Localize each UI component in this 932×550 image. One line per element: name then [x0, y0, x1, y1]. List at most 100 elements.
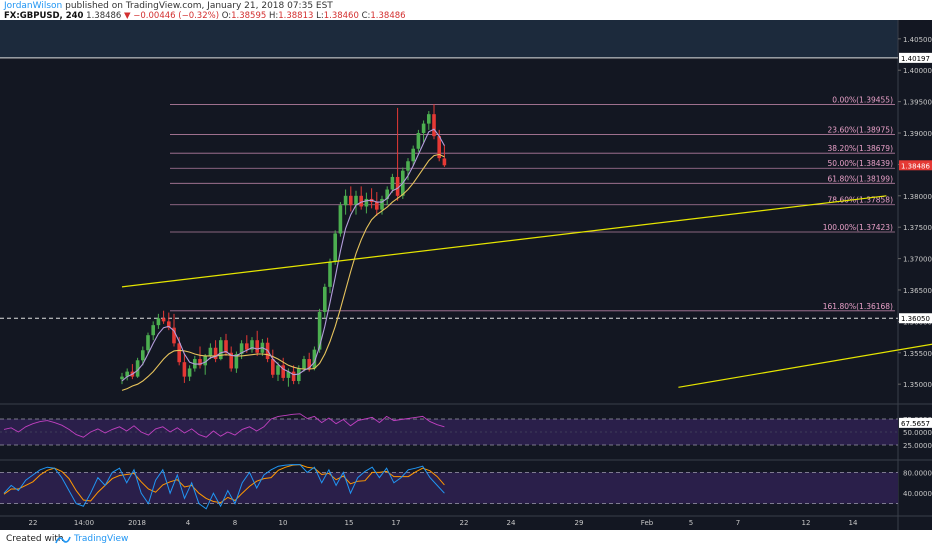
- stoch-d-line: [3, 464, 445, 504]
- candle-body: [177, 343, 181, 363]
- ma-slow-line: [121, 153, 445, 391]
- low-label: L:: [316, 11, 324, 21]
- candle-body: [354, 195, 358, 206]
- time-tick-label: 29: [575, 519, 584, 527]
- candle-body: [297, 368, 301, 382]
- candle-body: [312, 349, 317, 369]
- chart-background: [0, 20, 932, 530]
- rsi-tick-label: 25.0000: [903, 442, 932, 450]
- close-label: C:: [361, 11, 371, 21]
- tradingview-logo-icon: [55, 536, 71, 544]
- tradingview-brand[interactable]: TradingView: [74, 534, 129, 544]
- candle-body: [317, 311, 322, 350]
- down-arrow-icon: ▼: [124, 11, 131, 21]
- candle-body: [286, 371, 291, 378]
- created-with-label: Created with: [6, 534, 64, 544]
- stoch-k-line: [3, 464, 445, 510]
- author-link[interactable]: JordanWilson: [4, 1, 63, 11]
- fib-level-label: 61.80%(1.38199): [828, 174, 894, 183]
- candle-body: [380, 198, 384, 210]
- candle-body: [411, 148, 415, 162]
- fib-level-label: 0.00%(1.39455): [832, 95, 893, 104]
- candle-body: [271, 359, 275, 375]
- rsi-line: [3, 413, 445, 438]
- time-tick-label: 14: [849, 519, 858, 527]
- footer-bar: Created with TradingView: [0, 530, 932, 550]
- high-value: 1.38813: [278, 11, 314, 21]
- time-tick-label: 8: [233, 519, 237, 527]
- stoch-tick-label: 80.0000: [903, 469, 932, 477]
- price-tick-label: 1.35500: [903, 350, 932, 358]
- last-price: 1.38486: [86, 11, 122, 21]
- candle-body: [172, 327, 176, 344]
- candle-body: [427, 114, 431, 124]
- time-tick-label: 5: [689, 519, 693, 527]
- candle-body: [182, 362, 187, 377]
- price-tick-label: 1.40500: [903, 36, 932, 44]
- candle-body: [208, 347, 213, 356]
- candle-body: [239, 343, 244, 355]
- price-axis-badge-text: 1.36050: [901, 315, 930, 323]
- price-tick-label: 1.35000: [903, 381, 932, 389]
- symbol-label: FX:GBPUSD, 240: [4, 11, 84, 21]
- time-tick-label: 15: [345, 519, 354, 527]
- candle-body: [328, 261, 332, 287]
- time-tick-label: 12: [802, 519, 811, 527]
- candle-body: [229, 352, 233, 369]
- candle-body: [146, 335, 150, 351]
- upper-zone-shade: [0, 20, 898, 58]
- candle-body: [323, 286, 327, 312]
- rsi-last-badge: [899, 417, 932, 428]
- open-label: O:: [221, 11, 232, 21]
- candle-body: [135, 360, 140, 377]
- time-tick-label: 4: [186, 519, 191, 527]
- candle-body: [302, 359, 306, 369]
- candle-body: [250, 340, 254, 350]
- price-axis-badge-text: 1.40197: [901, 55, 930, 63]
- fib-level-label: 50.00%(1.38439): [828, 159, 894, 168]
- candle-body: [333, 233, 337, 262]
- candle-body: [219, 340, 223, 360]
- candle-body: [349, 195, 353, 206]
- candle-body: [120, 376, 124, 380]
- price-axis-badge: [899, 313, 932, 324]
- candle-body: [406, 161, 410, 171]
- close-value: 1.38486: [370, 11, 406, 21]
- candle-body: [291, 371, 296, 382]
- candle-body: [167, 321, 171, 328]
- trendline: [678, 343, 932, 388]
- price-tick-label: 1.39000: [903, 130, 932, 138]
- time-tick-label: 10: [279, 519, 288, 527]
- candle-body: [224, 340, 228, 353]
- rsi-band: [0, 419, 898, 445]
- fib-level-label: 100.00%(1.37423): [823, 223, 893, 232]
- candle-body: [151, 325, 155, 336]
- time-tick-label: 22: [460, 519, 469, 527]
- candle-body: [125, 371, 129, 377]
- ohlc-line: FX:GBPUSD, 240 1.38486 ▼ −0.00446 (−0.32…: [4, 11, 406, 21]
- candle-body: [203, 355, 207, 366]
- candle-body: [442, 158, 447, 166]
- open-value: 1.38595: [231, 11, 267, 21]
- stoch-tick-label: 40.0000: [903, 490, 932, 498]
- price-chart[interactable]: 1.405001.400001.395001.390001.385001.380…: [0, 20, 932, 530]
- candle-body: [281, 365, 285, 378]
- publish-info: published on TradingView.com, January 21…: [65, 1, 333, 11]
- publish-line: JordanWilson published on TradingView.co…: [4, 1, 333, 11]
- price-axis-badge: [899, 160, 932, 171]
- candle-body: [141, 350, 145, 361]
- ma-fast-line: [121, 128, 445, 382]
- price-change: −0.00446 (−0.32%): [133, 11, 220, 21]
- rsi-tick-label: 50.0000: [903, 429, 932, 437]
- candle-body: [338, 205, 343, 234]
- candle-body: [255, 340, 259, 353]
- time-tick-label: 24: [507, 519, 516, 527]
- candle-body: [156, 318, 161, 326]
- candle-body: [307, 359, 311, 369]
- price-tick-label: 1.36500: [903, 287, 932, 295]
- time-tick-label: 22: [29, 519, 38, 527]
- price-tick-label: 1.37000: [903, 256, 932, 264]
- candle-body: [364, 198, 369, 207]
- time-tick-label: 2018: [128, 519, 146, 527]
